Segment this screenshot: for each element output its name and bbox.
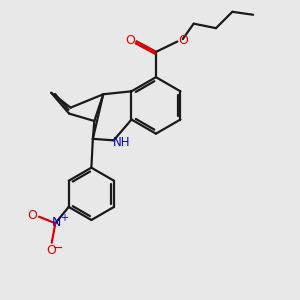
Text: NH: NH bbox=[113, 136, 131, 149]
Text: O: O bbox=[178, 34, 188, 46]
Text: O: O bbox=[28, 209, 38, 222]
Text: O: O bbox=[46, 244, 56, 256]
Text: N: N bbox=[52, 216, 61, 229]
Text: +: + bbox=[60, 213, 68, 223]
Text: O: O bbox=[125, 34, 135, 46]
Text: −: − bbox=[53, 242, 64, 254]
